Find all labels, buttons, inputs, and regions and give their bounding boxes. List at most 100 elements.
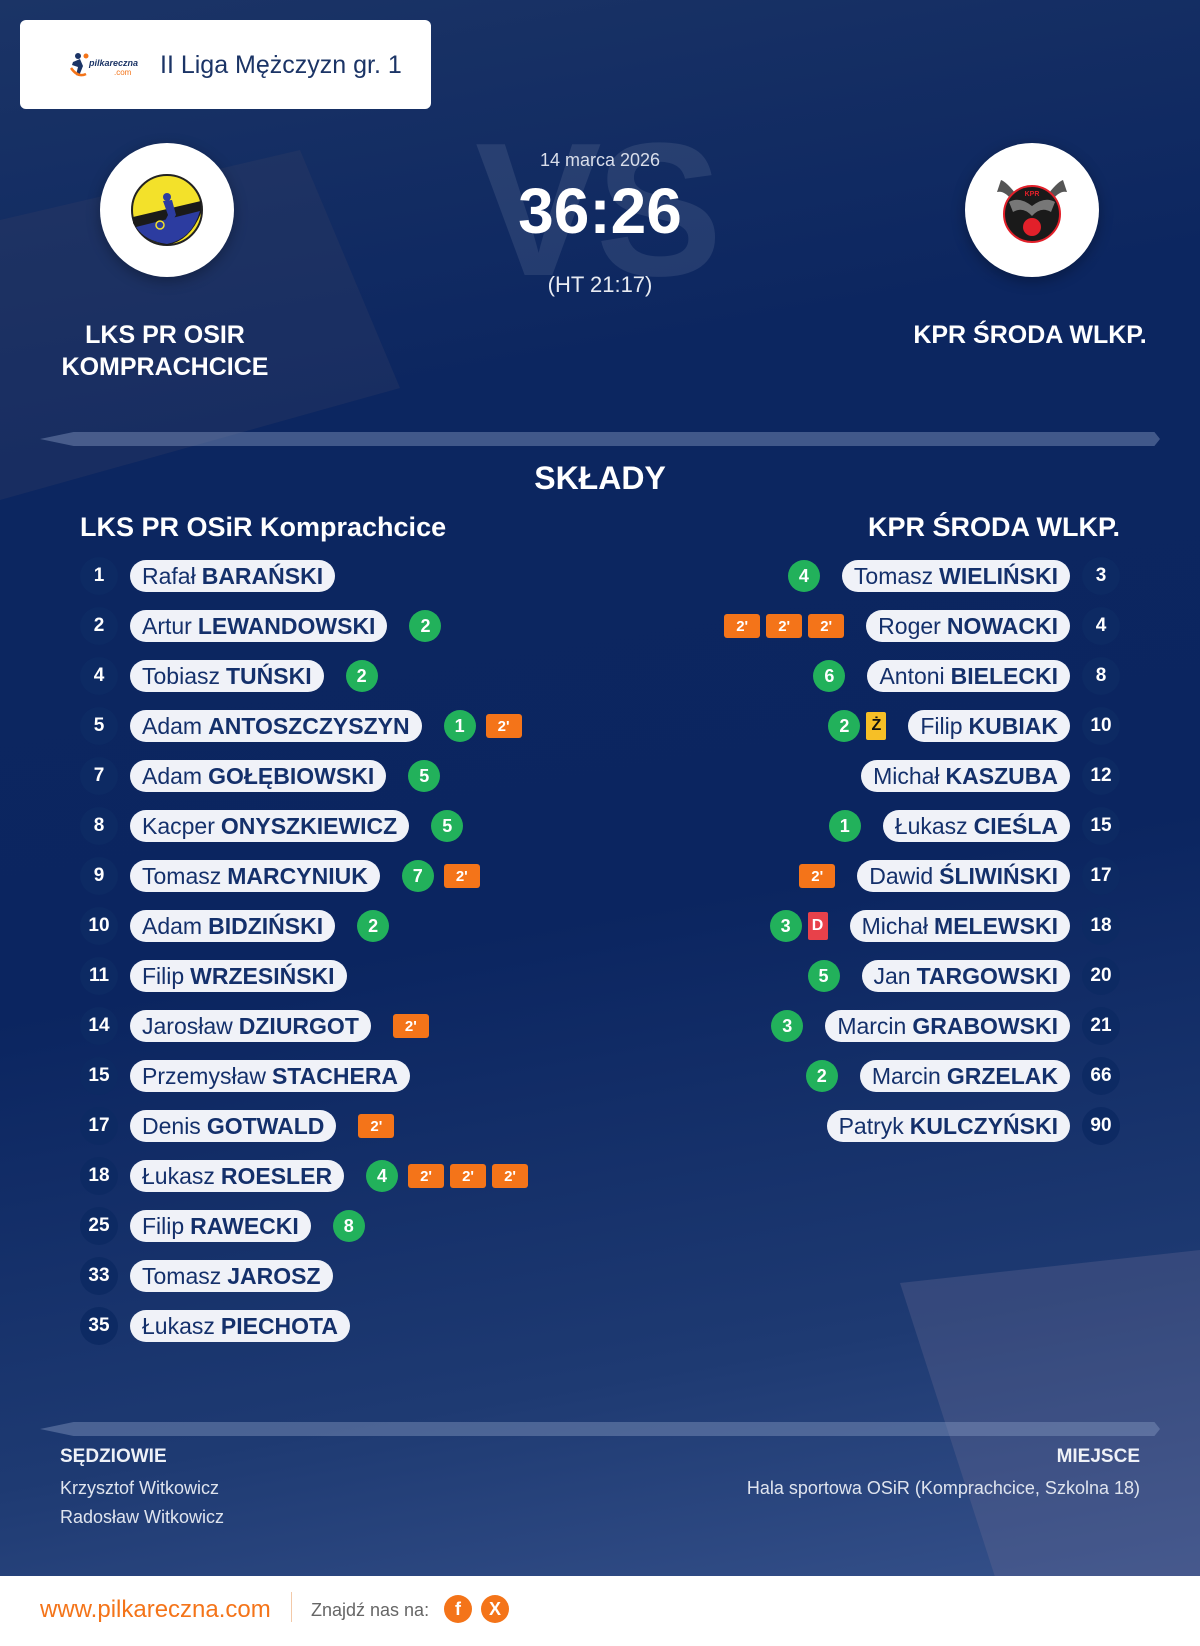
suspension-badge: 2' — [808, 614, 845, 638]
player-row: 15 Przemysław STACHERA — [80, 1057, 432, 1095]
jersey-number: 5 — [80, 707, 118, 745]
player-name: Łukasz ROESLER — [130, 1160, 345, 1192]
player-name: Łukasz CIEŚLA — [882, 810, 1070, 842]
player-last-name: BIELECKI — [950, 662, 1058, 689]
player-first-name: Adam — [142, 762, 203, 789]
footer-separator — [291, 1592, 292, 1622]
player-row: 5 Adam ANTOSZCZYSZYN 1 2' — [80, 707, 522, 745]
player-events: 4 2' 2' 2' — [366, 1160, 529, 1192]
player-name: Adam BIDZIŃSKI — [130, 910, 336, 942]
goals-badge: 1 — [443, 710, 476, 742]
player-last-name: GRZELAK — [946, 1062, 1058, 1089]
player-name: Antoni BIELECKI — [867, 660, 1070, 692]
svg-text:pilkareczna: pilkareczna — [88, 58, 138, 68]
player-last-name: KASZUBA — [945, 762, 1058, 789]
jersey-number: 15 — [1082, 807, 1120, 845]
x-twitter-icon[interactable]: X — [481, 1595, 509, 1623]
player-last-name: JAROSZ — [227, 1262, 321, 1289]
jersey-number: 12 — [1082, 757, 1120, 795]
player-events: 3 — [771, 1010, 804, 1042]
player-events: 6 — [813, 660, 846, 692]
suspension-badge: 2' — [358, 1114, 395, 1138]
player-first-name: Jan — [873, 962, 911, 989]
final-score: 36:26 — [518, 175, 682, 247]
referee-2: Radosław Witkowicz — [60, 1507, 225, 1527]
background-shape-right — [900, 1250, 1200, 1580]
player-row: 10 Adam BIDZIŃSKI 2 — [80, 907, 390, 945]
player-name: Adam ANTOSZCZYSZYN — [130, 710, 422, 742]
player-last-name: BARAŃSKI — [201, 562, 324, 589]
player-first-name: Kacper — [142, 812, 215, 839]
player-first-name: Antoni — [879, 662, 945, 689]
jersey-number: 9 — [80, 857, 118, 895]
player-events: 5 — [807, 960, 840, 992]
player-last-name: GRABOWSKI — [912, 1012, 1058, 1039]
goals-badge: 5 — [807, 960, 840, 992]
divider-top — [40, 432, 1160, 446]
jersey-number: 18 — [1082, 907, 1120, 945]
goals-badge: 3 — [771, 1010, 804, 1042]
player-events: 8 — [332, 1210, 365, 1242]
player-first-name: Filip — [142, 1212, 185, 1239]
league-header-card: pilkareczna .com II Liga Mężczyzn gr. 1 — [20, 20, 431, 109]
player-name: Roger NOWACKI — [866, 610, 1070, 642]
player-first-name: Jarosław — [142, 1012, 233, 1039]
player-last-name: ŚLIWIŃSKI — [939, 862, 1058, 889]
suspension-badge: 2' — [724, 614, 761, 638]
goals-badge: 2 — [345, 660, 378, 692]
home-lineup-title: LKS PR OSiR Komprachcice — [80, 512, 447, 542]
jersey-number: 4 — [80, 657, 118, 695]
player-first-name: Tomasz — [853, 562, 934, 589]
player-row: 66 Marcin GRZELAK 2 — [805, 1057, 1120, 1095]
player-row: 4 Tobiasz TUŃSKI 2 — [80, 657, 378, 695]
player-name: Filip WRZESIŃSKI — [130, 960, 347, 992]
goals-badge: 3 — [769, 910, 802, 942]
player-name: Filip KUBIAK — [908, 710, 1070, 742]
suspension-badge: 2' — [492, 1164, 529, 1188]
jersey-number: 35 — [80, 1307, 118, 1345]
jersey-number: 10 — [1082, 707, 1120, 745]
player-last-name: MARCYNIUK — [227, 862, 368, 889]
jersey-number: 14 — [80, 1007, 118, 1045]
footer: www.pilkareczna.com Znajdź nas na: f X — [0, 1576, 1200, 1646]
player-events: 2 — [409, 610, 442, 642]
jersey-number: 15 — [80, 1057, 118, 1095]
player-events: 2 — [357, 910, 390, 942]
goals-badge: 2 — [805, 1060, 838, 1092]
jersey-number: 17 — [80, 1107, 118, 1145]
halftime-score: (HT 21:17) — [547, 272, 653, 297]
player-last-name: GOŁĘBIOWSKI — [208, 762, 375, 789]
site-url-link[interactable]: www.pilkareczna.com — [40, 1596, 271, 1623]
player-first-name: Marcin — [837, 1012, 907, 1039]
player-first-name: Michał — [861, 912, 929, 939]
vs-watermark: VS — [475, 104, 722, 316]
player-first-name: Tomasz — [142, 862, 222, 889]
league-title: II Liga Mężczyzn gr. 1 — [160, 51, 402, 79]
player-last-name: BIDZIŃSKI — [208, 912, 324, 939]
away-team-logo: KPR — [965, 143, 1099, 277]
jersey-number: 10 — [80, 907, 118, 945]
player-last-name: STACHERA — [271, 1062, 399, 1089]
player-first-name: Tobiasz — [142, 662, 220, 689]
player-row: 3 Tomasz WIELIŃSKI 4 — [787, 557, 1120, 595]
player-first-name: Marcin — [871, 1062, 941, 1089]
jersey-number: 21 — [1082, 1007, 1120, 1045]
player-first-name: Artur — [142, 612, 192, 639]
player-events: 1 2' — [443, 710, 522, 742]
referee-1: Krzysztof Witkowicz — [60, 1478, 220, 1498]
home-team-name-line2: KOMPRACHCICE — [61, 353, 269, 381]
player-last-name: DZIURGOT — [238, 1012, 359, 1039]
player-last-name: RAWECKI — [190, 1212, 299, 1239]
yellow-card-icon: Ż — [866, 712, 887, 740]
player-name: Kacper ONYSZKIEWICZ — [130, 810, 410, 842]
player-first-name: Adam — [142, 912, 203, 939]
divider-bottom — [40, 1422, 1160, 1436]
player-name: Michał KASZUBA — [861, 760, 1070, 792]
player-last-name: ANTOSZCZYSZYN — [208, 712, 410, 739]
facebook-icon[interactable]: f — [444, 1595, 472, 1623]
goals-badge: 2 — [828, 710, 861, 742]
lineups-title: SKŁADY — [534, 460, 666, 496]
player-first-name: Filip — [142, 962, 185, 989]
jersey-number: 7 — [80, 757, 118, 795]
player-last-name: CIEŚLA — [973, 812, 1058, 839]
